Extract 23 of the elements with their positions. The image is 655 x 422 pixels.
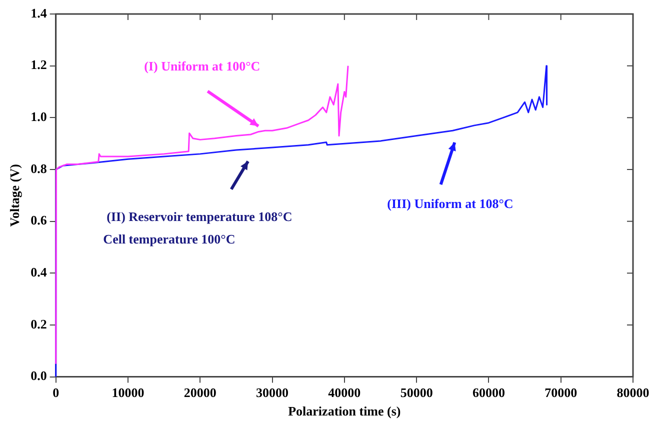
x-tick-label: 20000 [184, 384, 216, 400]
x-tick-label: 10000 [112, 384, 144, 400]
x-tick-label: 0 [52, 384, 60, 400]
y-tick-label: 0.2 [30, 316, 47, 332]
y-tick-label: 0.4 [30, 264, 48, 280]
annotation: Cell temperature 100°C [103, 232, 236, 247]
x-tick-label: 30000 [256, 384, 289, 400]
x-tick-label: 60000 [472, 384, 505, 400]
y-axis-title: Voltage (V) [7, 164, 22, 227]
x-axis-title: Polarization time (s) [288, 404, 401, 419]
x-tick-label: 50000 [400, 384, 433, 400]
y-tick-label: 1.4 [30, 5, 48, 20]
y-tick-label: 1.0 [30, 109, 47, 124]
x-tick-label: 80000 [616, 384, 650, 400]
annotation: (I) Uniform at 100°C [144, 58, 260, 74]
annotation: (II) Reservoir temperature 108°C [106, 208, 292, 224]
y-tick-label: 0.6 [30, 212, 48, 228]
annotation: (III) Uniform at 108°C [387, 196, 514, 211]
y-tick-label: 1.2 [30, 57, 47, 72]
y-tick-label: 0.0 [30, 368, 47, 384]
x-tick-label: 70000 [544, 384, 578, 400]
y-tick-label: 0.8 [30, 160, 48, 176]
x-tick-label: 40000 [328, 384, 361, 400]
